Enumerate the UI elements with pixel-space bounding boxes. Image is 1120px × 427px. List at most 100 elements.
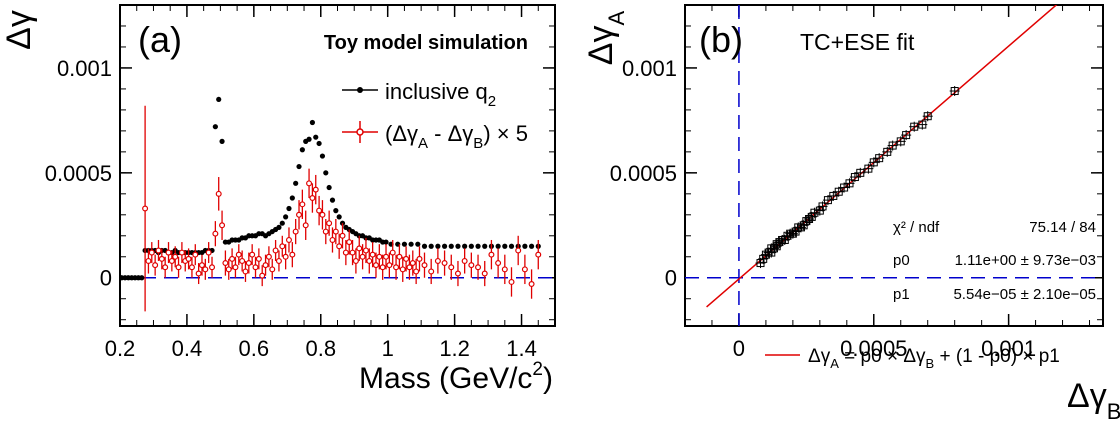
legend-inclusive-text: inclusive q2 bbox=[385, 79, 496, 110]
diff-point bbox=[249, 251, 256, 258]
data-point bbox=[949, 86, 960, 97]
inclusive-point bbox=[455, 243, 461, 249]
legend-diff-text: (ΔγA - ΔγB) × 5 bbox=[385, 121, 528, 152]
diff-point bbox=[535, 251, 542, 258]
data-point bbox=[833, 186, 844, 197]
data-point bbox=[779, 234, 790, 245]
diff-point bbox=[172, 253, 179, 260]
diff-point bbox=[219, 222, 226, 229]
diff-point bbox=[165, 249, 172, 256]
diff-point bbox=[416, 255, 423, 262]
legend-inclusive-marker bbox=[357, 87, 363, 93]
diff-point bbox=[376, 253, 383, 260]
data-point bbox=[771, 239, 782, 250]
diff-point bbox=[488, 251, 495, 258]
diff-point bbox=[152, 262, 159, 269]
diff-point bbox=[475, 264, 482, 271]
diff-point bbox=[148, 249, 155, 256]
diff-point bbox=[175, 264, 182, 271]
diff-point bbox=[245, 260, 252, 267]
y-tick-label: 0.001 bbox=[622, 56, 677, 81]
inclusive-point bbox=[219, 138, 225, 144]
panel-b-ylabel: ΔγA bbox=[582, 10, 629, 65]
diff-point bbox=[362, 247, 369, 254]
diff-point bbox=[316, 207, 323, 214]
diff-point bbox=[155, 247, 162, 254]
diff-point bbox=[259, 272, 266, 279]
data-point bbox=[882, 146, 893, 157]
diff-point bbox=[289, 251, 296, 258]
y-tick-label: 0 bbox=[100, 266, 112, 291]
data-point bbox=[863, 163, 874, 174]
inclusive-point bbox=[415, 241, 421, 247]
diff-point bbox=[421, 262, 428, 269]
diff-point bbox=[359, 253, 366, 260]
diff-point bbox=[209, 264, 216, 271]
x-tick-label: 0.0005 bbox=[840, 336, 907, 361]
panel-a-xlabel: Mass (GeV/c2) bbox=[359, 359, 553, 395]
diff-point bbox=[393, 264, 400, 271]
inclusive-point bbox=[508, 243, 515, 249]
panel-b-label: (b) bbox=[699, 19, 743, 60]
diff-point bbox=[229, 255, 236, 262]
inclusive-point bbox=[293, 180, 299, 186]
data-point bbox=[801, 216, 812, 227]
data-point bbox=[774, 237, 785, 248]
data-point bbox=[922, 111, 933, 122]
diff-point bbox=[275, 257, 282, 264]
diff-point bbox=[198, 262, 205, 269]
panel-b-ticks: 0 0.0005 0.001 0 0.0005 0.001 bbox=[610, 4, 1103, 361]
data-point bbox=[760, 249, 771, 260]
diff-point bbox=[205, 249, 212, 256]
panel-b-xlabel: ΔγB bbox=[1067, 377, 1120, 424]
data-point bbox=[822, 195, 833, 206]
panel-b-title: TC+ESE fit bbox=[800, 29, 915, 55]
panel-a-ylabel: Δγ bbox=[0, 10, 38, 50]
panel-b-legend: ΔγA = p0 × ΔγB + (1 - p0) × p1 bbox=[765, 346, 1060, 371]
inclusive-point bbox=[336, 214, 342, 220]
data-point bbox=[798, 220, 809, 231]
diff-point bbox=[215, 190, 222, 197]
inclusive-point bbox=[319, 153, 326, 159]
panel-b-stats: χ² / ndf 75.14 / 84 p0 1.11e+00 ± 9.73e−… bbox=[893, 219, 1096, 303]
diff-point bbox=[202, 266, 209, 273]
inclusive-point bbox=[326, 184, 332, 191]
data-point bbox=[806, 211, 817, 222]
inclusive-point bbox=[283, 214, 289, 220]
diff-point bbox=[508, 278, 515, 285]
diff-point bbox=[528, 281, 535, 288]
diff-point bbox=[329, 236, 336, 243]
inclusive-point bbox=[333, 208, 339, 214]
diff-point bbox=[399, 266, 406, 273]
diff-point bbox=[448, 264, 455, 271]
diff-point bbox=[262, 262, 269, 269]
diff-point bbox=[413, 268, 420, 275]
inclusive-point bbox=[435, 243, 441, 249]
diff-point bbox=[162, 264, 169, 271]
diff-point bbox=[312, 186, 319, 193]
diff-point bbox=[366, 257, 373, 264]
diff-point bbox=[521, 266, 528, 273]
diff-point bbox=[352, 257, 359, 264]
data-point bbox=[839, 182, 850, 193]
x-tick-label: 1.4 bbox=[506, 336, 537, 361]
diff-point bbox=[242, 268, 249, 275]
diff-point bbox=[441, 260, 448, 267]
diff-point bbox=[185, 255, 192, 262]
data-point bbox=[887, 140, 898, 151]
inclusive-point bbox=[279, 220, 285, 226]
diff-point bbox=[322, 228, 329, 235]
x-tick-label: 0.2 bbox=[105, 336, 136, 361]
data-point bbox=[758, 253, 769, 264]
stat-p1-label: p1 bbox=[893, 286, 910, 303]
stat-chi2-label: χ² / ndf bbox=[893, 219, 940, 236]
inclusive-point bbox=[212, 124, 218, 130]
inclusive-point bbox=[468, 243, 474, 249]
diff-point bbox=[282, 253, 289, 260]
x-tick-label: 0.001 bbox=[981, 336, 1036, 361]
data-point bbox=[874, 153, 885, 164]
diff-point bbox=[386, 262, 393, 269]
stat-p0-value: 1.11e+00 ± 9.73e−03 bbox=[955, 252, 1096, 269]
panel-a-title: Toy model simulation bbox=[324, 32, 528, 54]
